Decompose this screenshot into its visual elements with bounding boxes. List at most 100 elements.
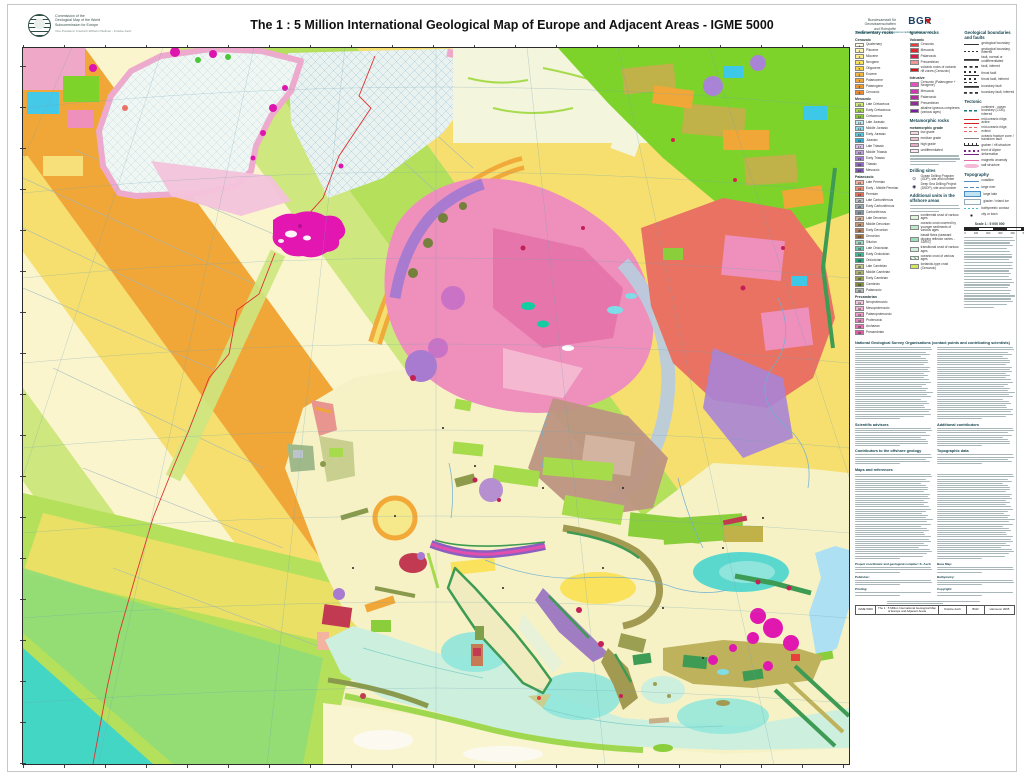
legend-item: Mesozoic	[909, 48, 961, 54]
text-line	[855, 534, 926, 536]
legend-line-glyph	[964, 118, 980, 124]
legend-item: thrust fault	[964, 71, 1015, 77]
maps-col-1	[855, 473, 933, 560]
black-sea-deep	[719, 561, 775, 583]
legend-swatch: 26	[855, 204, 864, 209]
legend-item: low grade	[909, 130, 961, 136]
text-line	[855, 360, 929, 362]
text-line	[937, 491, 1007, 493]
text-line	[909, 207, 960, 210]
metamorphic-title: Metamorphic rocks	[909, 118, 950, 124]
text-line	[855, 579, 931, 581]
text-line	[855, 381, 932, 383]
text-line	[855, 499, 924, 501]
legend-label: Palaeozoic	[920, 54, 937, 58]
legend-swatch: 39	[855, 282, 864, 287]
footer-strip: IGME 5000 The 1 : 5 Million International…	[855, 605, 1015, 616]
legend-swatch	[909, 255, 919, 261]
legend-label: Mesozoic	[920, 88, 935, 93]
legend-swatch: 15	[855, 132, 864, 137]
text-line	[964, 303, 1008, 306]
text-line	[937, 534, 1008, 536]
text-line	[855, 405, 924, 407]
legend-label: bathymetric contour	[981, 206, 1010, 210]
text-line	[855, 504, 924, 506]
text-line	[855, 584, 901, 586]
text-line	[964, 239, 1015, 241]
legend-line-glyph	[964, 48, 980, 54]
text-line	[937, 409, 1013, 411]
legend-item: Precambrian	[909, 101, 961, 106]
legend-item: 40 Palaeozoic	[855, 288, 906, 293]
text-line	[937, 532, 1006, 534]
legend-item: 27 Carboniferous	[855, 210, 906, 215]
text-line	[937, 458, 1008, 460]
group-precambrian: Precambrian	[855, 295, 877, 300]
text-line	[964, 261, 1013, 264]
group-mesozoic: Mesozoic	[855, 97, 872, 102]
legend-swatch: 25	[855, 198, 864, 203]
imprint-left: Project coordinator and geological compi…	[855, 560, 933, 597]
legend-swatch: 29	[855, 222, 864, 227]
text-line	[964, 275, 1009, 278]
legend-label: mid-oceanic ridge, active	[981, 116, 1008, 125]
legend-label: alkaline igneous complexes (various ages…	[920, 106, 960, 114]
legend-swatch	[909, 130, 919, 136]
topo-text	[937, 454, 1015, 464]
legend-label: front of Alpine deformation	[981, 148, 1001, 156]
legend-item: 12 Cretaceous	[855, 114, 906, 119]
legend-symbol: ⊙	[912, 175, 917, 181]
text-line	[937, 430, 1015, 432]
text-line	[937, 557, 983, 559]
frame-ticks-right	[23, 48, 26, 764]
text-line	[855, 372, 924, 374]
frame-ticks-bottom	[23, 765, 849, 768]
legend-label: medium grade	[920, 136, 942, 141]
legend-item: 6 Eocene	[855, 72, 906, 77]
legend-label: Miocene	[866, 54, 879, 58]
text-line	[964, 281, 1014, 283]
legend-item: 20 Triassic	[855, 162, 906, 167]
orgs-col-1	[855, 346, 933, 420]
offshore-note	[909, 205, 961, 212]
legend-swatch	[909, 247, 919, 253]
text-line	[855, 454, 931, 456]
legend-line-glyph	[964, 206, 980, 212]
text-line	[937, 542, 1007, 544]
text-line	[855, 353, 930, 355]
legend-item: boundary fault, inferred	[964, 90, 1015, 96]
legend-swatch: 1	[855, 42, 864, 48]
legend-label: Middle Triassic	[866, 149, 888, 154]
text-line	[855, 478, 926, 480]
text-line	[855, 521, 927, 523]
legend-label: Palaeogene	[866, 83, 884, 88]
british-isles	[287, 400, 355, 482]
legend-label: oceanic fracture zone / transform fault	[981, 133, 1014, 142]
credits-block: National Geological Survey Organisations…	[855, 341, 1015, 616]
frame-ticks-left	[19, 48, 22, 764]
text-line	[937, 417, 983, 419]
text-line	[937, 487, 1011, 489]
text-line	[937, 592, 1013, 594]
legend-swatch: 23	[855, 186, 864, 191]
legend-swatch: 33	[855, 246, 864, 251]
text-line	[855, 525, 922, 527]
legend-label: fault, normal or undifferentiated	[981, 55, 1004, 63]
legend-item: 25 Late Carboniferous	[855, 198, 906, 203]
legend-label: Late Jurassic	[866, 119, 885, 124]
legend-item: 44 Proterozoic	[855, 318, 906, 323]
legend-item: 29 Middle Devonian	[855, 222, 906, 227]
legend-swatch: 3	[855, 54, 864, 59]
text-line	[964, 247, 1007, 250]
text-line	[855, 445, 901, 447]
legend-swatch: 45	[855, 324, 864, 329]
text-line	[855, 532, 924, 534]
text-line	[937, 502, 1010, 504]
legend-swatch: 12	[855, 114, 864, 119]
text-line	[937, 460, 1012, 462]
legend-label: Early Carboniferous	[866, 203, 895, 208]
text-line	[937, 385, 1005, 387]
text-line	[937, 438, 1008, 440]
legend-swatch: 10	[855, 102, 864, 107]
legend-item: ⊙ Ocean Drilling Program (ODP), site and …	[910, 174, 961, 182]
